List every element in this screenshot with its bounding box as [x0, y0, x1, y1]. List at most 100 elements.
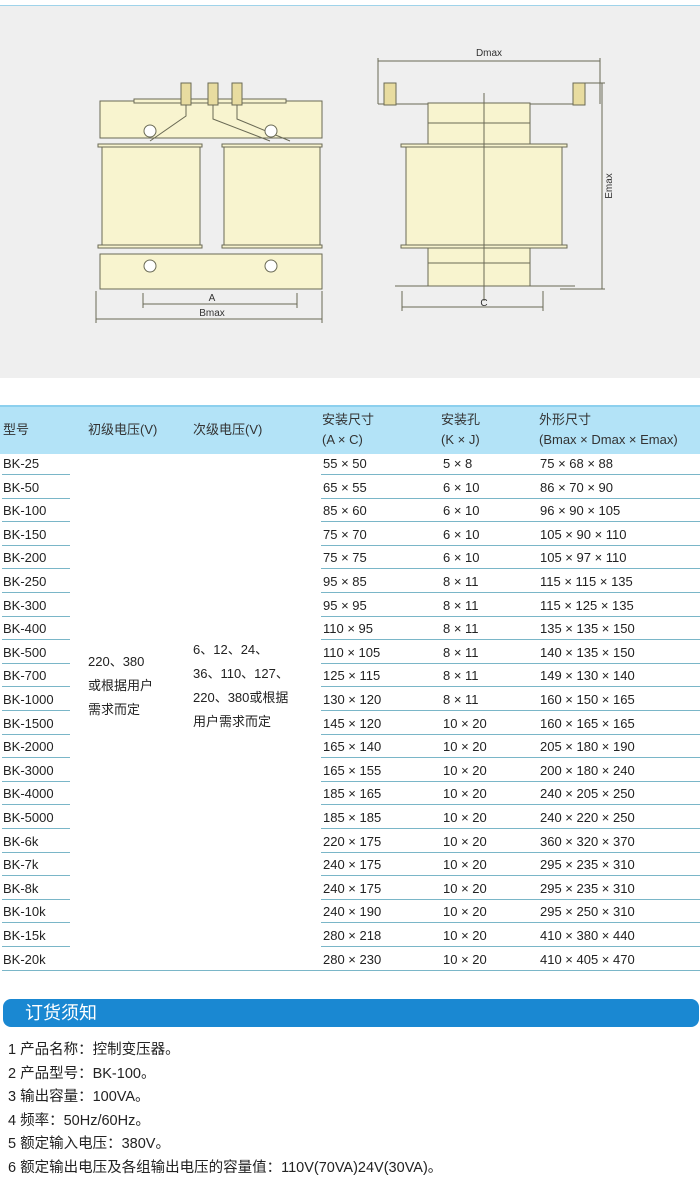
- mount-size-cell: 185 × 185: [323, 810, 382, 825]
- model-cell: BK-8k: [3, 880, 39, 896]
- header-model: 型号: [3, 422, 30, 437]
- mount-hole-cell: 8 × 11: [443, 644, 479, 660]
- mount-size-cell: 125 × 115: [323, 668, 381, 684]
- mount-hole-cell: 8 × 11: [443, 597, 479, 613]
- mount-size-cell: 95 × 85: [323, 574, 367, 589]
- mount-hole-cell: 6 × 10: [443, 526, 480, 542]
- dimension-diagram: A Bmax Dmax Emax C: [95, 48, 615, 323]
- mount-hole-cell: 6 × 10: [443, 550, 480, 566]
- mount-hole-cell: 10 × 20: [443, 833, 487, 849]
- list-item: 3 输出容量：100VA。: [8, 1089, 150, 1106]
- header-outline: 外形尺寸 (Bmax × Dmax × Emax): [539, 412, 678, 447]
- row-divider: [2, 875, 70, 877]
- row-divider: [321, 544, 700, 546]
- mount-size-cell: 185 × 165: [323, 786, 382, 802]
- order-notes-list: 1 产品名称：控制变压器。 2 产品型号：BK-100。 3 输出容量：100V…: [8, 1039, 442, 1181]
- row-divider: [2, 898, 70, 900]
- label-dmax: Dmax: [476, 48, 502, 59]
- row-divider: [321, 946, 700, 947]
- mount-hole-cell: 10 × 20: [443, 786, 487, 802]
- row-divider: [321, 662, 700, 664]
- table-row: BK-20k 280 × 230 10 × 20 410 × 405 × 470: [0, 948, 700, 972]
- model-cell: BK-250: [3, 574, 47, 589]
- outline-size-cell: 115 × 115 × 135: [540, 574, 633, 589]
- row-divider: [321, 828, 700, 829]
- table-row: BK-8k 240 × 175 10 × 20 295 × 235 × 310: [0, 877, 700, 901]
- table-row: BK-150 75 × 70 6 × 10 105 × 90 × 110: [0, 523, 700, 547]
- table-row: BK-25 55 × 50 5 × 8 75 × 68 × 88: [0, 452, 700, 476]
- header-mount: 安装尺寸 (A × C): [322, 412, 375, 447]
- coil-left: [101, 145, 201, 247]
- outline-size-cell: 205 × 180 × 190: [540, 739, 635, 755]
- mount-size-cell: 110 × 105: [323, 644, 381, 660]
- outline-size-cell: 240 × 220 × 250: [540, 810, 635, 825]
- model-cell: BK-300: [3, 597, 47, 613]
- row-divider: [2, 757, 70, 759]
- row-divider: [2, 828, 70, 829]
- outline-size-cell: 75 × 68 × 88: [540, 456, 614, 471]
- table-row: BK-200 75 × 75 6 × 10 105 × 97 × 110: [0, 546, 700, 570]
- mount-size-cell: 240 × 190: [323, 904, 382, 920]
- row-divider: [321, 639, 700, 641]
- model-cell: BK-7k: [3, 857, 39, 873]
- table-row: BK-4000 185 × 165 10 × 20 240 × 205 × 250: [0, 782, 700, 806]
- table-row: BK-300 95 × 95 8 × 11 115 × 125 × 135: [0, 594, 700, 618]
- row-divider: [321, 474, 700, 475]
- coil-right: [223, 145, 321, 247]
- mount-hole-cell: 8 × 11: [443, 621, 479, 637]
- outline-size-cell: 360 × 320 × 370: [540, 833, 635, 849]
- model-cell: BK-10k: [3, 904, 46, 920]
- row-divider: [2, 780, 70, 782]
- row-divider: [321, 969, 700, 971]
- row-divider: [321, 733, 700, 735]
- table-row: BK-100 85 × 60 6 × 10 96 × 90 × 105: [0, 499, 700, 523]
- model-cell: BK-400: [3, 621, 47, 637]
- mount-size-cell: 75 × 75: [323, 550, 367, 566]
- row-divider: [321, 757, 700, 759]
- table-row: BK-500 110 × 105 8 × 11 140 × 135 × 150: [0, 641, 700, 665]
- row-divider: [2, 804, 70, 806]
- row-divider: [321, 592, 700, 593]
- mount-hole-cell: 10 × 20: [443, 739, 487, 755]
- row-divider: [321, 875, 700, 877]
- mount-size-cell: 85 × 60: [323, 503, 367, 519]
- row-divider: [321, 851, 700, 853]
- row-divider: [2, 639, 70, 641]
- row-divider: [321, 497, 700, 499]
- label-bmax: Bmax: [199, 308, 225, 319]
- mount-hole-cell: 10 × 20: [443, 904, 487, 920]
- model-cell: BK-15k: [3, 928, 46, 943]
- row-divider: [2, 922, 70, 924]
- row-divider: [321, 922, 700, 924]
- model-cell: BK-1500: [3, 715, 54, 731]
- row-divider: [2, 662, 70, 664]
- model-cell: BK-100: [3, 503, 47, 519]
- label-emax: Emax: [604, 173, 615, 199]
- list-item: 4 频率：50Hz/60Hz。: [8, 1112, 150, 1129]
- bottom-yoke: [99, 253, 323, 290]
- row-divider: [2, 544, 70, 546]
- outline-size-cell: 295 × 250 × 310: [540, 904, 635, 920]
- outline-size-cell: 96 × 90 × 105: [540, 503, 621, 519]
- mount-size-cell: 165 × 155: [323, 762, 382, 778]
- mount-hole-cell: 10 × 20: [443, 715, 487, 731]
- core-bottom: [427, 245, 531, 287]
- model-cell: BK-50: [3, 479, 40, 495]
- outline-size-cell: 410 × 380 × 440: [540, 928, 635, 943]
- row-divider: [2, 568, 70, 570]
- outline-size-cell: 410 × 405 × 470: [540, 951, 635, 967]
- mount-hole-cell: 8 × 11: [443, 668, 479, 684]
- mount-size-cell: 75 × 70: [323, 526, 367, 542]
- outline-size-cell: 105 × 97 × 110: [540, 550, 627, 566]
- table-row: BK-1000 130 × 120 8 × 11 160 × 150 × 165: [0, 688, 700, 712]
- row-divider: [2, 615, 70, 617]
- outline-size-cell: 200 × 180 × 240: [540, 762, 635, 778]
- table-row: BK-2000 165 × 140 10 × 20 205 × 180 × 190: [0, 735, 700, 759]
- header-hole: 安装孔 (K × J): [441, 412, 481, 447]
- row-divider: [321, 710, 700, 711]
- row-divider: [321, 898, 700, 900]
- mount-size-cell: 55 × 50: [323, 456, 367, 471]
- table-row: BK-15k 280 × 218 10 × 20 410 × 380 × 440: [0, 924, 700, 948]
- outline-size-cell: 86 × 70 × 90: [540, 479, 614, 495]
- model-cell: BK-25: [3, 456, 40, 471]
